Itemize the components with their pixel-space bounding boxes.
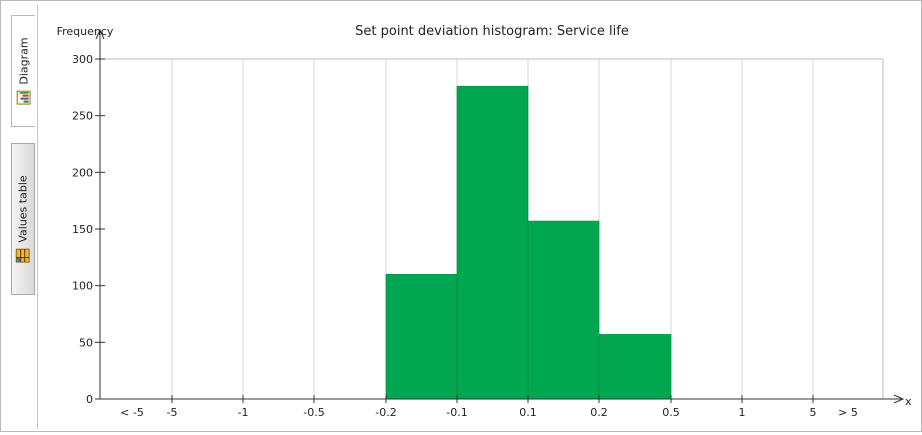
histogram-bar	[456, 85, 529, 400]
histogram-chart: 0 50 100 150 200 250 300 < -5 -5 -1 -0.5 -0.2 -0.1 0.…	[57, 24, 912, 419]
x-tick-label: 0.2	[590, 406, 608, 419]
tab-diagram-label: Diagram	[17, 37, 31, 85]
x-tick-label: < -5	[120, 406, 144, 419]
tab-values-table[interactable]: Values table	[11, 143, 35, 295]
chart-title: Set point deviation histogram: Service l…	[355, 24, 629, 39]
x-tick-label: 1	[739, 406, 746, 419]
x-tick-label: 5	[810, 406, 817, 419]
x-tick-label: -5	[167, 406, 178, 419]
table-icon	[16, 248, 31, 263]
tab-values-table-label: Values table	[16, 175, 30, 243]
chart-panel: 0 50 100 150 200 250 300 < -5 -5 -1 -0.5 -0.2 -0.1 0.…	[37, 1, 921, 431]
chart-icon	[16, 90, 31, 105]
x-tick-label: -0.2	[375, 406, 396, 419]
x-tick-label: 0.1	[519, 406, 537, 419]
y-tick-label: 250	[72, 110, 93, 123]
y-tick-label: 150	[72, 223, 93, 236]
y-tick-label: 0	[86, 393, 93, 406]
y-tick-label: 300	[72, 53, 93, 66]
tab-diagram[interactable]: Diagram	[11, 15, 35, 127]
view-tab-strip: Diagram Values table	[9, 5, 38, 429]
y-tick-label: 200	[72, 166, 93, 179]
histogram-bar	[527, 220, 600, 400]
y-tick-label: 50	[79, 336, 93, 349]
histogram-bar	[598, 334, 672, 400]
y-axis-label: Frequency	[57, 25, 114, 38]
y-axis-arrow	[95, 28, 105, 40]
x-tick-label: 0.5	[662, 406, 680, 419]
x-tick-label: -0.5	[303, 406, 324, 419]
x-tick-label: -1	[238, 406, 249, 419]
x-axis-arrow	[893, 394, 905, 404]
y-tick-label: 100	[72, 280, 93, 293]
x-axis-label: x	[905, 395, 912, 408]
x-tick-label: > 5	[838, 406, 858, 419]
x-tick-label: -0.1	[446, 406, 467, 419]
histogram-bar	[385, 274, 458, 400]
